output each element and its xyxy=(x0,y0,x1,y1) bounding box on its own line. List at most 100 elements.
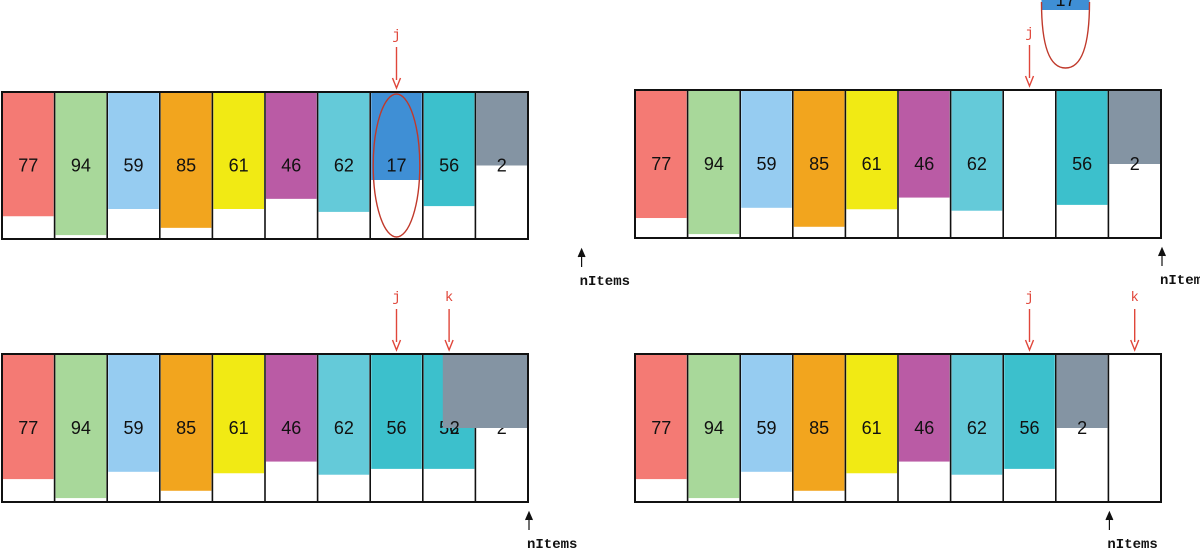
array-cell: 46 xyxy=(264,354,317,502)
array-outline xyxy=(634,89,1162,239)
array-cell: 56 xyxy=(369,354,422,502)
nitems-arrow-head xyxy=(525,510,533,521)
array-cell: 77 xyxy=(634,90,687,238)
array-cell: 2 xyxy=(1055,354,1108,502)
cell-value: 2 xyxy=(1077,418,1087,438)
array-cell: 85 xyxy=(159,354,212,502)
array-outline xyxy=(1,91,529,240)
array-cell: 59 xyxy=(106,92,159,239)
cell-fill-bar xyxy=(213,93,264,209)
pointer-label-j: j xyxy=(1025,26,1033,42)
array-cell: 2 xyxy=(1107,90,1160,238)
pointer-arrow-k-head xyxy=(1130,339,1140,352)
pointer-label-k: k xyxy=(1130,290,1138,306)
array-cell: 94 xyxy=(53,92,107,239)
array-cell: 62 xyxy=(949,354,1003,502)
array-outline xyxy=(634,353,1162,503)
moving-item-block xyxy=(442,355,508,428)
cell-fill-bar xyxy=(213,355,264,474)
cell-value: 56 xyxy=(439,156,459,176)
cell-value: 77 xyxy=(651,154,671,174)
cell-value: 59 xyxy=(123,156,143,176)
cell-value: 56 xyxy=(1072,154,1092,174)
cell-value: 46 xyxy=(914,418,934,438)
cell-fill-bar xyxy=(793,91,845,227)
pointer-arrow-j-head xyxy=(391,339,402,352)
cell-fill-bar xyxy=(846,355,897,474)
cell-value: 2 xyxy=(497,156,507,176)
cell-fill-bar xyxy=(108,355,159,472)
lifted-item-ellipse xyxy=(1040,1,1091,69)
selected-item-ellipse xyxy=(372,93,421,238)
cell-fill-bar xyxy=(636,91,687,219)
cell-value: 46 xyxy=(281,418,301,438)
pointer-label-k: k xyxy=(445,290,453,306)
array-outline xyxy=(1,353,529,503)
cell-value: 56 xyxy=(1019,418,1039,438)
nitems-label: nItems xyxy=(527,537,577,548)
array-cell: 94 xyxy=(686,354,740,502)
array-cell: 77 xyxy=(634,354,687,502)
array-cell: 59 xyxy=(739,354,792,502)
cell-value: 61 xyxy=(229,418,249,438)
cell-value: 46 xyxy=(914,154,934,174)
cell-value: 62 xyxy=(334,418,354,438)
cell-fill-bar xyxy=(3,93,54,217)
nitems-label: nItems xyxy=(580,274,630,290)
nitems-label: nItems xyxy=(1160,273,1200,289)
array-cell: 77 xyxy=(1,92,54,239)
cell-fill-bar xyxy=(55,355,107,499)
cell-value: 77 xyxy=(18,418,38,438)
cell-fill-bar xyxy=(899,91,950,198)
cell-value: 17 xyxy=(386,156,406,176)
cell-value: 61 xyxy=(862,154,882,174)
pointer-arrow-j-head xyxy=(391,77,402,90)
panel-bottom-right: 77 94 59 85 61 46 62 56 2 j k nItems xyxy=(634,290,1162,548)
array-cell: 56 xyxy=(421,92,475,239)
cell-value: 61 xyxy=(862,418,882,438)
cell-fill-bar xyxy=(318,93,370,212)
array-cell: 61 xyxy=(844,90,897,238)
cell-value: 2 xyxy=(1130,154,1140,174)
array-cell: 61 xyxy=(211,92,264,239)
array-cell: 94 xyxy=(686,90,740,238)
pointer-label-j: j xyxy=(1025,290,1033,306)
nitems-arrow-head xyxy=(577,247,586,258)
cell-value: 62 xyxy=(334,156,354,176)
panel-top-left: 77 94 59 85 61 46 62 17 56 2 j nItems xyxy=(1,28,630,290)
cell-value: 85 xyxy=(176,418,196,438)
cell-value: 94 xyxy=(71,418,91,438)
cell-fill-bar xyxy=(1056,355,1108,428)
lifted-item-value: 17 xyxy=(1055,0,1075,10)
cell-value: 46 xyxy=(281,156,301,176)
array-cell: 61 xyxy=(211,354,264,502)
cell-fill-bar xyxy=(160,355,212,491)
cell-fill-bar xyxy=(1109,91,1160,164)
cell-value: 77 xyxy=(18,156,38,176)
cell-value: 94 xyxy=(71,156,91,176)
cell-value: 85 xyxy=(809,418,829,438)
cell-value: 61 xyxy=(229,156,249,176)
array-cell: 61 xyxy=(844,354,897,502)
nitems-arrow-head xyxy=(1105,510,1114,521)
array-cell: 46 xyxy=(264,92,317,239)
panel-bottom-left: 77945985614662565622jknItems xyxy=(1,290,577,548)
cell-fill-bar xyxy=(160,93,212,228)
array-cell: 56 xyxy=(1055,90,1108,238)
array-cell: 56 xyxy=(1002,354,1055,502)
cell-fill-bar xyxy=(741,91,792,208)
array-cell: 94 xyxy=(53,354,107,502)
cell-fill-bar xyxy=(741,355,792,472)
array-cell: 2 xyxy=(474,92,527,239)
cell-fill-bar xyxy=(1004,355,1055,469)
cell-fill-bar xyxy=(318,355,370,475)
cell-fill-bar xyxy=(688,91,740,235)
nitems-arrow-head xyxy=(1158,246,1166,257)
cell-value: 85 xyxy=(176,156,196,176)
nitems-label: nItems xyxy=(1107,537,1157,548)
cell-fill-bar xyxy=(636,355,687,480)
cell-value: 62 xyxy=(967,154,987,174)
lifted-item-block xyxy=(1041,0,1090,10)
cell-value: 77 xyxy=(651,418,671,438)
